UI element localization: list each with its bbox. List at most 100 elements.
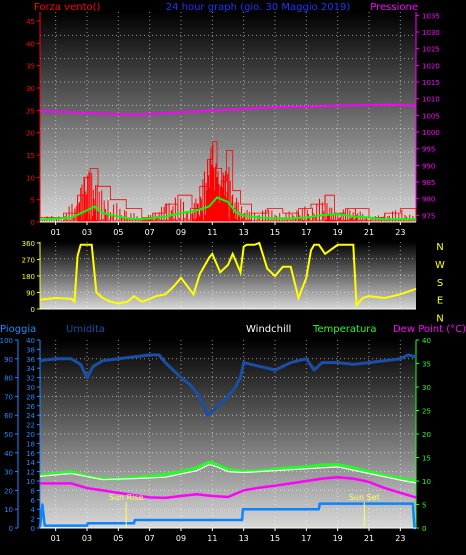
wind-speed-tick-label: 15 <box>26 152 35 160</box>
temperature-tick-label: 40 <box>422 337 431 345</box>
x-tick-label: 07 <box>145 228 155 237</box>
x-tick-label: 15 <box>270 534 280 543</box>
direction-label: E <box>437 296 443 307</box>
x-tick-label: 17 <box>301 228 311 237</box>
pressure-tick-label: 975 <box>422 212 435 220</box>
direction-label: N <box>436 242 443 253</box>
sunrise-label: Sun Rise <box>109 493 144 502</box>
rain-tick-label: 38 <box>26 346 35 354</box>
humidity-tick-label: 0 <box>9 525 13 533</box>
pressure-tick-label: 980 <box>422 196 435 204</box>
series-umidita <box>39 353 417 417</box>
x-tick-label: 07 <box>145 534 155 543</box>
bottom-label-temperatura: Temperatura <box>312 324 377 335</box>
pressure-tick-label: 1000 <box>422 129 440 137</box>
x-tick-label: 01 <box>51 228 61 237</box>
series-windchill <box>39 464 417 484</box>
header-left-label: Forza vento() <box>34 2 101 13</box>
plot2-axes: 0 90 180 270 360 <box>22 240 416 314</box>
x-tick-label: 09 <box>176 228 186 237</box>
pressure-tick-label: 995 <box>422 146 435 154</box>
x-tick-label: 13 <box>239 228 249 237</box>
rain-tick-label: 20 <box>26 431 35 439</box>
pressure-tick-label: 1030 <box>422 29 440 37</box>
series-pioggia <box>38 502 416 530</box>
humidity-tick-label: 100 <box>0 337 13 345</box>
rain-tick-label: 24 <box>26 412 35 420</box>
direction-label: S <box>437 278 443 289</box>
x-tick-label: 21 <box>364 228 374 237</box>
wind-speed-tick-label: 45 <box>26 18 35 26</box>
wind-direction-tick-label: 270 <box>22 256 35 264</box>
pressure-tick-label: 985 <box>422 179 435 187</box>
x-tick-label: 13 <box>239 534 249 543</box>
rain-tick-label: 26 <box>26 403 35 411</box>
pressure-tick-label: 1020 <box>422 62 440 70</box>
wind-speed-tick-label: 30 <box>26 85 35 93</box>
wind-direction-tick-label: 360 <box>22 240 35 248</box>
humidity-tick-label: 20 <box>4 487 13 495</box>
wind-direction-tick-label: 180 <box>22 273 35 281</box>
header-right-label: Pressione <box>370 2 418 13</box>
wind-speed-tick-label: 10 <box>26 174 35 182</box>
bottom-label-umidita: Umidita <box>66 324 105 335</box>
rain-tick-label: 36 <box>26 356 35 364</box>
x-tick-label: 23 <box>395 228 405 237</box>
pressure-tick-label: 1015 <box>422 79 440 87</box>
x-tick-label: 03 <box>82 534 92 543</box>
bottom-label-pioggia: Pioggia <box>0 324 36 335</box>
plot1-axes: 0510152025303540459759809859909951000100… <box>26 12 440 227</box>
rain-tick-label: 10 <box>26 478 35 486</box>
plot3-axes: 0102030405060708090100024681012141618202… <box>0 337 431 533</box>
pressure-tick-label: 1010 <box>422 96 440 104</box>
sunset-label: Sun Set <box>349 493 380 502</box>
x-tick-label: 17 <box>301 534 311 543</box>
temperature-tick-label: 20 <box>422 431 431 439</box>
humidity-tick-label: 90 <box>4 356 13 364</box>
x-tick-label: 23 <box>395 534 405 543</box>
series-pressure <box>39 103 417 116</box>
rain-tick-label: 14 <box>26 459 35 467</box>
rain-tick-label: 12 <box>26 469 35 477</box>
x-tick-label: 09 <box>176 534 186 543</box>
temperature-tick-label: 35 <box>422 361 431 369</box>
wind-speed-tick-label: 0 <box>31 219 35 227</box>
x-tick-label: 01 <box>51 534 61 543</box>
rain-tick-label: 30 <box>26 384 35 392</box>
temperature-tick-label: 25 <box>422 408 431 416</box>
sun-markers: Sun Rise Sun Set <box>109 493 380 528</box>
temperature-tick-label: 30 <box>422 384 431 392</box>
plot1-x-ticks: 01 03 05 07 09 11 13 15 17 19 21 23 <box>40 221 416 237</box>
bottom-label-dewpoint: Dew Point (°C) <box>393 324 466 335</box>
wind-speed-tick-label: 35 <box>26 63 35 71</box>
rain-tick-label: 8 <box>31 487 35 495</box>
rain-tick-label: 2 <box>31 516 35 524</box>
x-tick-label: 05 <box>113 534 123 543</box>
bottom-label-windchill: Windchill <box>246 324 291 335</box>
rain-tick-label: 40 <box>26 337 35 345</box>
humidity-tick-label: 60 <box>4 412 13 420</box>
x-tick-label: 21 <box>364 534 374 543</box>
series-wind-average <box>39 196 416 221</box>
wind-speed-tick-label: 25 <box>26 107 35 115</box>
humidity-tick-label: 50 <box>4 431 13 439</box>
plot3-series <box>38 353 417 530</box>
rain-tick-label: 28 <box>26 393 35 401</box>
rain-tick-label: 0 <box>31 525 35 533</box>
humidity-tick-label: 10 <box>4 506 13 514</box>
header-title: 24 hour graph (gio. 30 Maggio 2019) <box>166 2 351 13</box>
x-tick-label: 15 <box>270 228 280 237</box>
humidity-tick-label: 30 <box>4 469 13 477</box>
x-tick-label: 19 <box>333 228 343 237</box>
rain-tick-label: 22 <box>26 422 35 430</box>
temperature-tick-label: 15 <box>422 455 431 463</box>
direction-label: W <box>435 260 445 271</box>
plot2-grid <box>40 242 416 309</box>
humidity-tick-label: 40 <box>4 450 13 458</box>
series-wind-gust-outline <box>40 141 417 218</box>
series-dew-point-c- <box>40 475 417 500</box>
direction-label: N <box>436 314 443 325</box>
rain-tick-label: 16 <box>26 450 35 458</box>
